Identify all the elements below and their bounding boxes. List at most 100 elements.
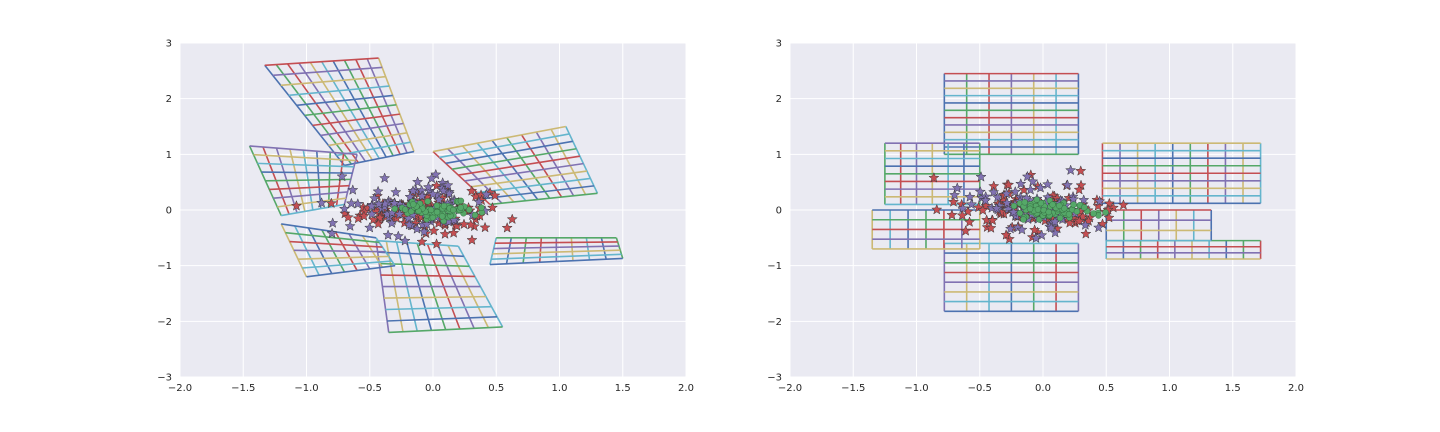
grid-line [489,192,598,206]
scatter-point [290,200,303,211]
scatter-series-2 [1010,196,1109,223]
grid-line [520,134,563,198]
scatter-point [1034,206,1042,213]
scatter-point [991,191,1004,203]
x-tick-label: −1.0 [904,383,928,394]
scatter-point [442,179,454,191]
grid-line [477,177,591,194]
y-tick-label: −1 [767,261,782,272]
scatter-point [948,189,961,200]
scatter-point [956,209,968,221]
x-tick-label: 0.0 [1035,383,1051,394]
scatter-point [1056,214,1064,222]
grid-line [248,145,282,216]
scatter-point [1075,179,1087,191]
grid-line [491,253,622,261]
scatter-point [1065,164,1077,176]
scatter-point [1020,216,1027,223]
scatter-point [1026,205,1034,213]
grid-line [344,150,415,167]
scatter-point [951,182,963,193]
scatter-point [1000,187,1013,199]
grid-line [489,237,498,265]
grid-line [377,251,464,258]
scatter-point [1001,197,1013,208]
scatter-point [379,172,391,184]
scatter-point [1065,211,1073,218]
scatter-point [988,186,1000,198]
grid-line [491,139,539,200]
grid-line [302,260,392,269]
x-tick-label: −2.0 [778,383,802,394]
scatter-point [338,202,351,214]
scatter-point [1064,217,1076,228]
grid-line [296,94,393,107]
x-tick-label: 1.5 [615,383,631,394]
scatter-point [1033,196,1040,203]
scatter-point [429,214,437,221]
scatter-point [501,222,513,233]
scatter-point [366,208,378,219]
scatter-point [985,222,997,233]
grid-line [264,57,379,67]
x-tick-label: 1.5 [1225,383,1241,394]
scatter-point [1045,222,1057,233]
scatter-point [1092,221,1105,233]
y-tick-label: −3 [767,373,782,384]
y-tick-label: −2 [767,317,782,328]
scatter-point [379,197,391,209]
scatter-point [1073,183,1085,195]
scatter-point [416,235,428,247]
scatter-point [382,229,394,240]
grid-patch-top-block [943,72,1080,156]
grid-line [257,162,354,168]
x-tick-label: −1.5 [841,383,865,394]
scatter-point [947,196,960,207]
scatter-point [325,197,337,209]
grid-line [388,326,503,334]
scatter-point [960,225,972,236]
y-tick-label: 3 [776,39,782,50]
scatter-point [336,170,348,182]
x-tick-label: −1.0 [294,383,318,394]
scatter-point [391,205,398,213]
scatter-point [345,197,358,209]
scatter-point [326,227,338,239]
scatter-point [974,185,986,197]
grid-line [483,185,595,200]
grid-line [249,145,358,156]
scatter-point [372,218,384,229]
grid-line [380,274,475,278]
scatter-point [471,211,479,219]
grid-line [306,264,396,278]
x-tick-label: 0.5 [488,383,504,394]
scatter-point [1079,219,1091,230]
scatter-point [427,206,435,214]
grid-line [265,178,351,182]
scatter-point [1061,179,1074,190]
x-tick-label: 1.0 [1162,383,1178,394]
scatter-point [418,225,430,237]
grid-line [445,140,573,165]
scatter-point [438,213,446,220]
grid-line [506,137,551,199]
scatter-point [421,218,433,230]
scatter-point [1024,184,1037,195]
scatter-point [457,197,465,205]
scatter-point [1103,197,1115,209]
grid-line [285,231,380,244]
grid-line [494,241,618,244]
scatter-point [1010,202,1018,210]
scatter-point [342,211,354,223]
grid-line [280,75,386,87]
grid-line [253,153,356,162]
scatter-point [1080,228,1092,239]
scatter-point [486,201,499,213]
y-tick-label: 1 [776,150,782,161]
grid-line [288,85,390,97]
scatter-point [475,194,488,206]
scatter-point [1007,206,1020,217]
scatter-point [392,230,404,242]
grid-patch-lower-right-arm [489,237,624,266]
scatter-point [1070,201,1077,208]
